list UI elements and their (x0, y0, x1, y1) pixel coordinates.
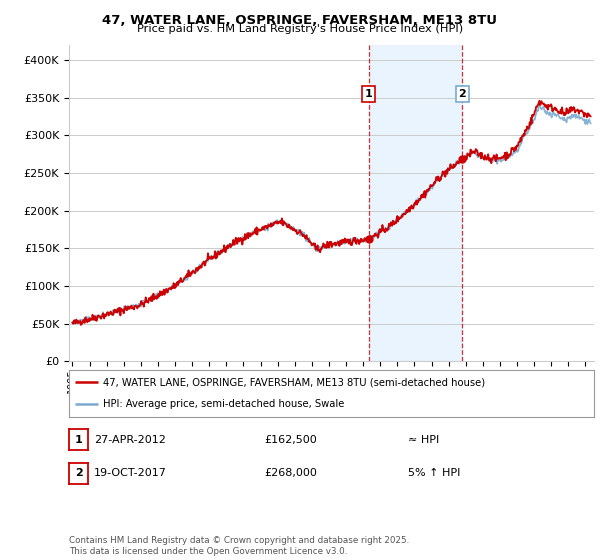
Text: 1: 1 (365, 89, 373, 99)
Text: HPI: Average price, semi-detached house, Swale: HPI: Average price, semi-detached house,… (103, 399, 344, 409)
Text: 19-OCT-2017: 19-OCT-2017 (94, 468, 167, 478)
Bar (368, 45, 463, 361)
Text: 2: 2 (458, 89, 466, 99)
Text: 1: 1 (75, 435, 82, 445)
Text: £268,000: £268,000 (264, 468, 317, 478)
Text: 47, WATER LANE, OSPRINGE, FAVERSHAM, ME13 8TU: 47, WATER LANE, OSPRINGE, FAVERSHAM, ME1… (103, 14, 497, 27)
Text: ≈ HPI: ≈ HPI (408, 435, 439, 445)
Text: 5% ↑ HPI: 5% ↑ HPI (408, 468, 460, 478)
Text: Contains HM Land Registry data © Crown copyright and database right 2025.
This d: Contains HM Land Registry data © Crown c… (69, 536, 409, 556)
Text: 2: 2 (75, 468, 82, 478)
Text: 47, WATER LANE, OSPRINGE, FAVERSHAM, ME13 8TU (semi-detached house): 47, WATER LANE, OSPRINGE, FAVERSHAM, ME1… (103, 377, 485, 388)
Text: £162,500: £162,500 (264, 435, 317, 445)
Text: 27-APR-2012: 27-APR-2012 (94, 435, 166, 445)
Text: Price paid vs. HM Land Registry's House Price Index (HPI): Price paid vs. HM Land Registry's House … (137, 24, 463, 34)
